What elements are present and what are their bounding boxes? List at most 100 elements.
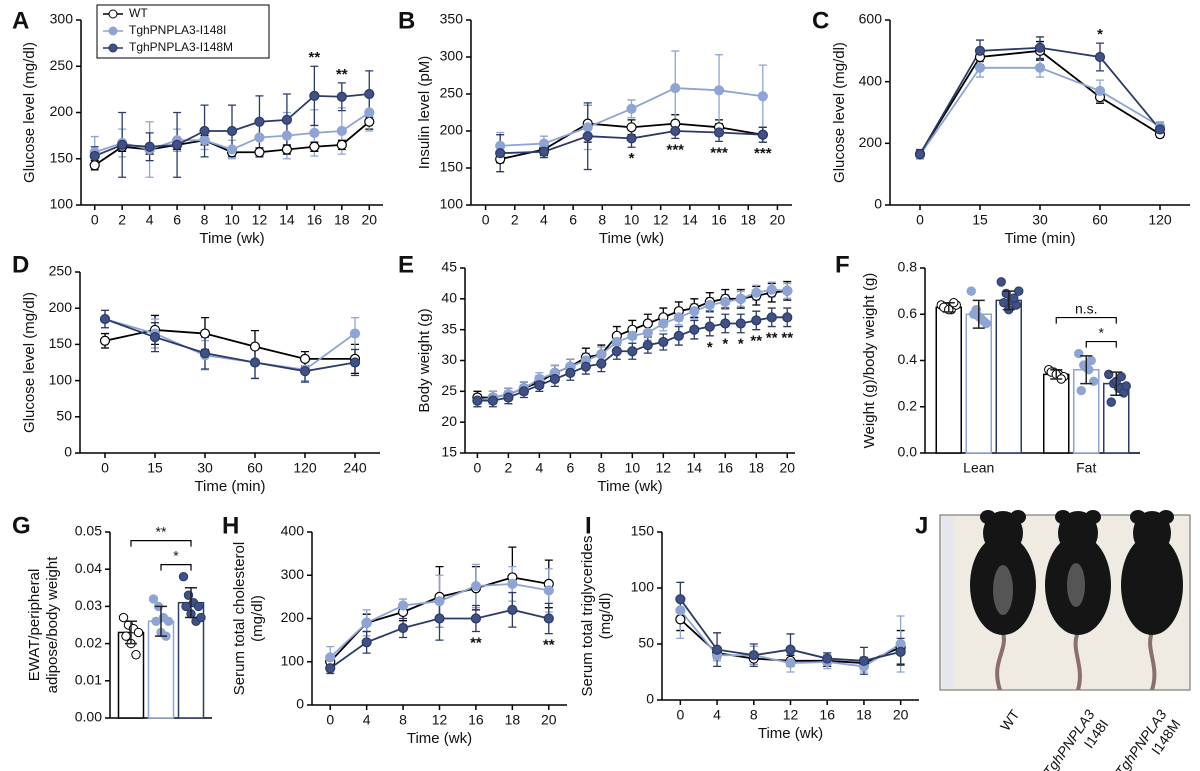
y-tick-label: 0: [64, 444, 72, 460]
marker: [782, 312, 793, 323]
y-tick-label: 250: [49, 263, 73, 279]
x-axis-label: Time (min): [194, 478, 265, 495]
x-tick-label: 4: [713, 707, 721, 723]
x-axis-label: Time (wk): [599, 230, 664, 247]
x-tick-label: 20: [770, 212, 786, 228]
x-tick-label: 120: [293, 460, 317, 476]
marker: [822, 653, 833, 664]
significance-label: **: [470, 634, 482, 651]
significance-label: ***: [710, 144, 728, 161]
marker: [689, 324, 700, 335]
marker: [766, 312, 777, 323]
marker: [470, 580, 482, 592]
y-tick-label: 0.0: [898, 444, 918, 460]
marker: [735, 293, 746, 304]
x-tick-label: 0: [676, 707, 684, 723]
marker: [642, 339, 653, 351]
comparison-bracket: [1085, 340, 1117, 348]
marker: [1034, 42, 1046, 53]
marker: [582, 122, 593, 133]
marker: [349, 328, 361, 339]
marker: [349, 357, 361, 368]
marker: [720, 318, 731, 329]
x-tick-label: 14: [687, 460, 703, 476]
y-axis-label: Serum total triglycerides: [579, 536, 596, 697]
y-tick-label: 15: [441, 444, 457, 460]
panel-letter: I: [585, 512, 592, 539]
x-tick-label: 0: [473, 460, 481, 476]
y-tick-label: 600: [859, 11, 883, 27]
y-tick-label: 300: [281, 566, 305, 582]
y-tick-label: 100: [440, 196, 464, 212]
y-tick-label: 20: [441, 413, 457, 429]
series-line: [104, 318, 356, 373]
x-tick-label: 12: [653, 212, 669, 228]
marker: [1154, 124, 1166, 135]
marker: [361, 617, 372, 628]
marker: [757, 91, 768, 102]
error-bar: [125, 620, 137, 645]
y-axis-label: Weight (g)/body weight (g): [861, 273, 878, 449]
marker: [507, 578, 518, 590]
x-tick-label: 14: [682, 212, 698, 228]
marker: [397, 622, 409, 634]
marker: [974, 62, 986, 73]
marker: [281, 130, 293, 141]
significance-label: *: [722, 336, 728, 353]
marker: [434, 596, 445, 607]
x-tick-label: 60: [1092, 212, 1108, 228]
marker: [626, 122, 637, 133]
significance-label: **: [750, 333, 762, 350]
x-tick-label: 0: [91, 212, 99, 228]
marker: [751, 287, 762, 298]
marker: [89, 160, 100, 171]
x-tick-label: 12: [783, 707, 799, 723]
data-point: [1121, 381, 1131, 391]
marker: [675, 594, 686, 605]
y-tick-label: 45: [441, 259, 457, 275]
x-axis-label: Time (wk): [407, 730, 472, 747]
data-point: [1086, 355, 1096, 366]
y-axis-label: Serum total cholesterol: [231, 542, 248, 695]
significance-label: **: [156, 523, 167, 539]
x-tick-label: 20: [361, 212, 377, 228]
marker: [199, 347, 211, 359]
panel-letter: E: [398, 251, 414, 278]
marker: [503, 392, 514, 403]
marker: [673, 330, 684, 341]
marker: [974, 45, 986, 56]
x-tick-label: 18: [505, 712, 521, 728]
y-axis-label: Glucose level (mg/dl): [831, 42, 848, 183]
error-bar: [1110, 371, 1123, 396]
significance-label: **: [336, 66, 348, 83]
legend-marker: [108, 26, 118, 36]
photo-mice: [970, 510, 1183, 691]
comparison-bracket: [130, 540, 192, 547]
data-point: [1116, 371, 1126, 382]
x-tick-label: 10: [624, 212, 640, 228]
marker: [309, 90, 320, 101]
y-tick-label: 150: [440, 159, 464, 175]
x-tick-label: 16: [468, 712, 484, 728]
significance-label: **: [781, 330, 793, 347]
x-tick-label: 4: [146, 212, 154, 228]
bar: [935, 306, 962, 454]
marker: [627, 346, 638, 357]
marker: [658, 336, 669, 348]
marker: [99, 313, 111, 325]
x-tick-label: 15: [147, 460, 163, 476]
y-tick-label: 0.6: [898, 305, 918, 321]
marker: [704, 321, 715, 332]
marker: [325, 663, 336, 674]
y-axis-label: (mg/dl): [597, 593, 614, 640]
marker: [785, 644, 796, 655]
y-tick-label: 200: [859, 134, 883, 150]
x-tick-label: 8: [598, 212, 606, 228]
legend-marker: [108, 9, 118, 19]
marker: [642, 327, 653, 338]
x-tick-label: 14: [279, 212, 295, 228]
marker: [89, 150, 100, 162]
y-tick-label: 40: [441, 290, 457, 306]
data-point: [1009, 293, 1019, 303]
